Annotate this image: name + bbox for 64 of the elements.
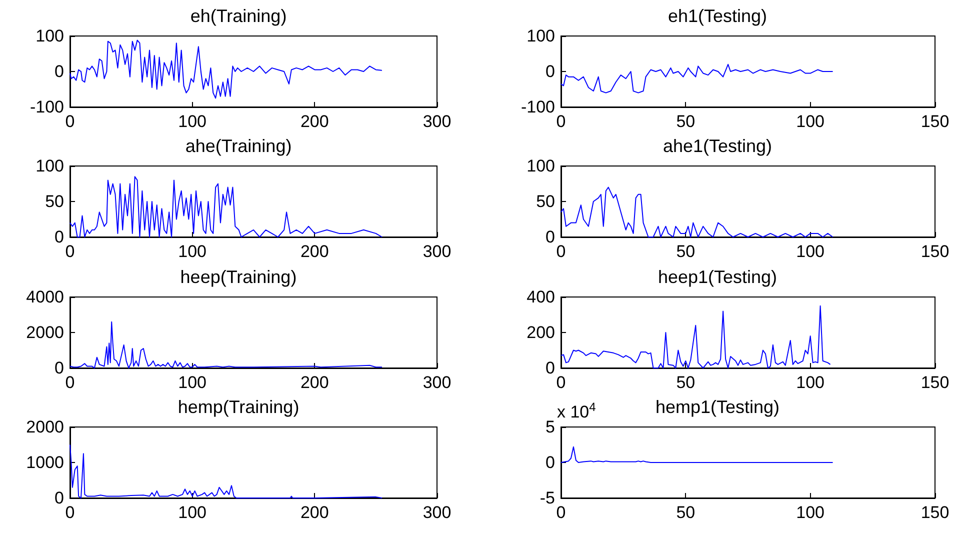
line-series: [70, 321, 382, 368]
y-tick-label: 0: [546, 62, 555, 81]
x-tick-label: 200: [300, 242, 329, 261]
x-tick-label: 100: [796, 503, 825, 522]
chart-title: eh1(Testing): [668, 6, 768, 26]
chart-title: heep(Training): [180, 267, 297, 287]
x-tick-label: 50: [676, 503, 696, 522]
y-tick-label: 0: [546, 453, 555, 472]
x-tick-label: 100: [178, 503, 207, 522]
chart-title: ahe1(Testing): [662, 136, 772, 156]
y-tick-label: 0: [54, 228, 64, 246]
line-series: [560, 446, 834, 463]
y-tick-label: 0: [54, 358, 64, 378]
y-tick-label: 0: [54, 62, 64, 81]
chart-title: hemp1(Testing): [655, 397, 780, 417]
x-tick-label: 150: [920, 503, 950, 522]
line-series: [560, 186, 834, 238]
line-series: [70, 444, 382, 498]
line-series: [70, 40, 382, 99]
y-tick-label: -100: [520, 98, 555, 116]
y-tick-label: 2000: [26, 323, 64, 342]
x-tick-label: 100: [796, 112, 825, 131]
chart-title: eh(Training): [190, 6, 287, 26]
x-tick-label: 300: [422, 503, 452, 522]
y-tick-label: 0: [546, 228, 555, 246]
line-series: [560, 64, 834, 94]
x-tick-label: 300: [422, 112, 452, 131]
line-series: [70, 176, 382, 238]
chart-title: ahe(Training): [185, 136, 292, 156]
y-tick-label: 200: [526, 323, 555, 342]
x-tick-label: 50: [676, 242, 696, 261]
line-series: [560, 305, 831, 368]
y-tick-label: 100: [36, 156, 64, 176]
y-tick-label: 2000: [26, 418, 64, 436]
y-tick-label: 50: [536, 192, 555, 211]
x-tick-label: 150: [920, 112, 950, 131]
chart-title: heep1(Testing): [658, 267, 778, 287]
y-tick-label: -5: [540, 488, 555, 508]
x-tick-label: 100: [796, 373, 825, 392]
x-tick-label: 200: [300, 373, 329, 392]
x-tick-label: 50: [676, 112, 696, 131]
x-tick-label: 300: [422, 242, 452, 261]
y-tick-label: 5: [546, 418, 555, 436]
y-tick-label: 4000: [26, 288, 64, 306]
chart-title: hemp(Training): [178, 397, 300, 417]
y-tick-label: 0: [546, 358, 555, 378]
y-tick-label: 100: [526, 26, 555, 46]
x-tick-label: 100: [796, 242, 825, 261]
y-tick-label: 100: [526, 156, 555, 176]
y-tick-label: 50: [45, 192, 64, 211]
x-tick-label: 150: [920, 373, 950, 392]
y-tick-label: 0: [54, 488, 64, 508]
y-tick-label: 400: [526, 288, 555, 306]
y-tick-label: 1000: [26, 453, 64, 472]
x-tick-label: 150: [920, 242, 950, 261]
x-tick-label: 100: [178, 373, 207, 392]
x-tick-label: 300: [422, 373, 452, 392]
x-tick-label: 200: [300, 112, 329, 131]
x-tick-label: 200: [300, 503, 329, 522]
x-tick-label: 100: [178, 112, 207, 131]
y-tick-label: 100: [36, 26, 64, 46]
x-tick-label: 100: [178, 242, 207, 261]
x-tick-label: 50: [676, 373, 696, 392]
y-tick-label: -100: [30, 98, 64, 116]
